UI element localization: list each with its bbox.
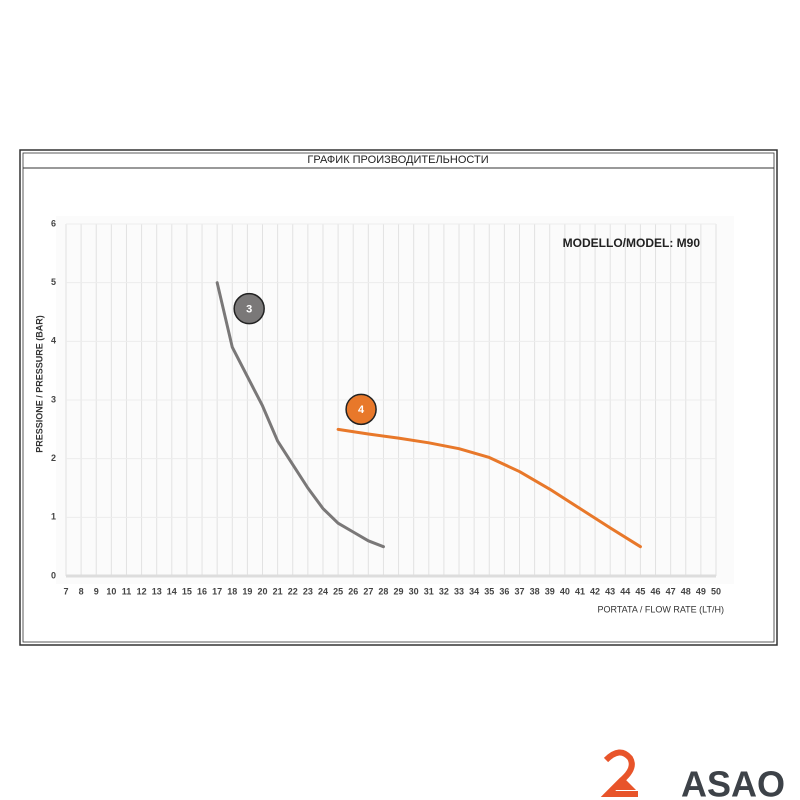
- y-axis-label: PRESSIONE / PRESSURE (BAR): [34, 315, 44, 453]
- x-tick-label: 46: [651, 586, 661, 596]
- series-badge: [233, 292, 265, 325]
- x-tick-label: 13: [152, 586, 162, 596]
- inner-frame: [22, 152, 775, 643]
- x-tick-label: 17: [212, 586, 222, 596]
- logo-text: ASAO: [681, 764, 785, 800]
- x-tick-label: 49: [696, 586, 706, 596]
- header-title: ГРАФИК ПРОИЗВОДИТЕЛЬНОСТИ: [307, 154, 488, 166]
- x-tick-label: 26: [348, 586, 358, 596]
- y-tick-label: 2: [51, 453, 56, 463]
- x-tick-label: 12: [137, 586, 147, 596]
- y-tick-label: 4: [51, 336, 56, 346]
- x-tick-label: 41: [575, 586, 585, 596]
- x-tick-label: 37: [514, 586, 524, 596]
- x-tick-label: 34: [469, 586, 479, 596]
- x-tick-label: 10: [106, 586, 116, 596]
- x-axis-label: PORTATA / FLOW RATE (LT/H): [597, 604, 724, 614]
- x-tick-label: 9: [94, 586, 99, 596]
- x-tick-label: 42: [590, 586, 600, 596]
- legend-label: 4: [358, 404, 365, 416]
- x-tick-label: 22: [288, 586, 298, 596]
- x-tick-label: 8: [79, 586, 84, 596]
- x-tick-label: 16: [197, 586, 207, 596]
- x-tick-label: 31: [424, 586, 434, 596]
- y-tick-label: 1: [51, 512, 56, 522]
- x-tick-label: 35: [484, 586, 494, 596]
- x-tick-label: 14: [167, 586, 177, 596]
- x-tick-label: 45: [635, 586, 645, 596]
- x-tick-label: 47: [666, 586, 676, 596]
- logo-icon: [612, 778, 636, 790]
- x-tick-label: 39: [545, 586, 555, 596]
- x-tick-label: 32: [439, 586, 449, 596]
- y-tick-label: 0: [51, 570, 56, 580]
- y-tick-label: 6: [51, 218, 56, 228]
- x-tick-label: 33: [454, 586, 464, 596]
- x-tick-label: 18: [227, 586, 237, 596]
- x-tick-label: 36: [499, 586, 509, 596]
- x-tick-label: 21: [273, 586, 283, 596]
- logo: ASAO: [600, 749, 785, 800]
- y-tick-label: 3: [51, 394, 56, 404]
- x-tick-label: 27: [363, 586, 373, 596]
- y-tick-label: 5: [51, 277, 56, 287]
- x-tick-label: 15: [182, 586, 192, 596]
- series-line: [336, 427, 642, 549]
- chart: 7 8 9 10 11 12 13 14 15 16 17 18 19 20 21 22 23 24 25 26 27 2…: [34, 216, 734, 614]
- x-tick-label: 29: [394, 586, 404, 596]
- x-tick-label: 11: [122, 586, 132, 596]
- x-tick-label: 24: [318, 586, 328, 596]
- series-badge: [345, 393, 377, 426]
- x-tick-label: 40: [560, 586, 570, 596]
- x-tick-label: 43: [605, 586, 615, 596]
- logo-icon: [600, 749, 638, 797]
- series-line: [215, 281, 385, 549]
- x-tick-label: 23: [303, 586, 313, 596]
- x-tick-label: 28: [378, 586, 388, 596]
- x-tick-label: 19: [242, 586, 252, 596]
- x-tick-label: 20: [258, 586, 268, 596]
- x-tick-label: 48: [681, 586, 691, 596]
- x-tick-label: 7: [63, 586, 68, 596]
- x-tick-label: 50: [711, 586, 721, 596]
- annotation: MODELLO/MODEL: M90: [563, 236, 701, 250]
- x-tick-label: 38: [530, 586, 540, 596]
- legend-label: 3: [246, 304, 252, 316]
- x-tick-label: 25: [333, 586, 343, 596]
- x-tick-label: 44: [620, 586, 630, 596]
- x-tick-label: 30: [409, 586, 419, 596]
